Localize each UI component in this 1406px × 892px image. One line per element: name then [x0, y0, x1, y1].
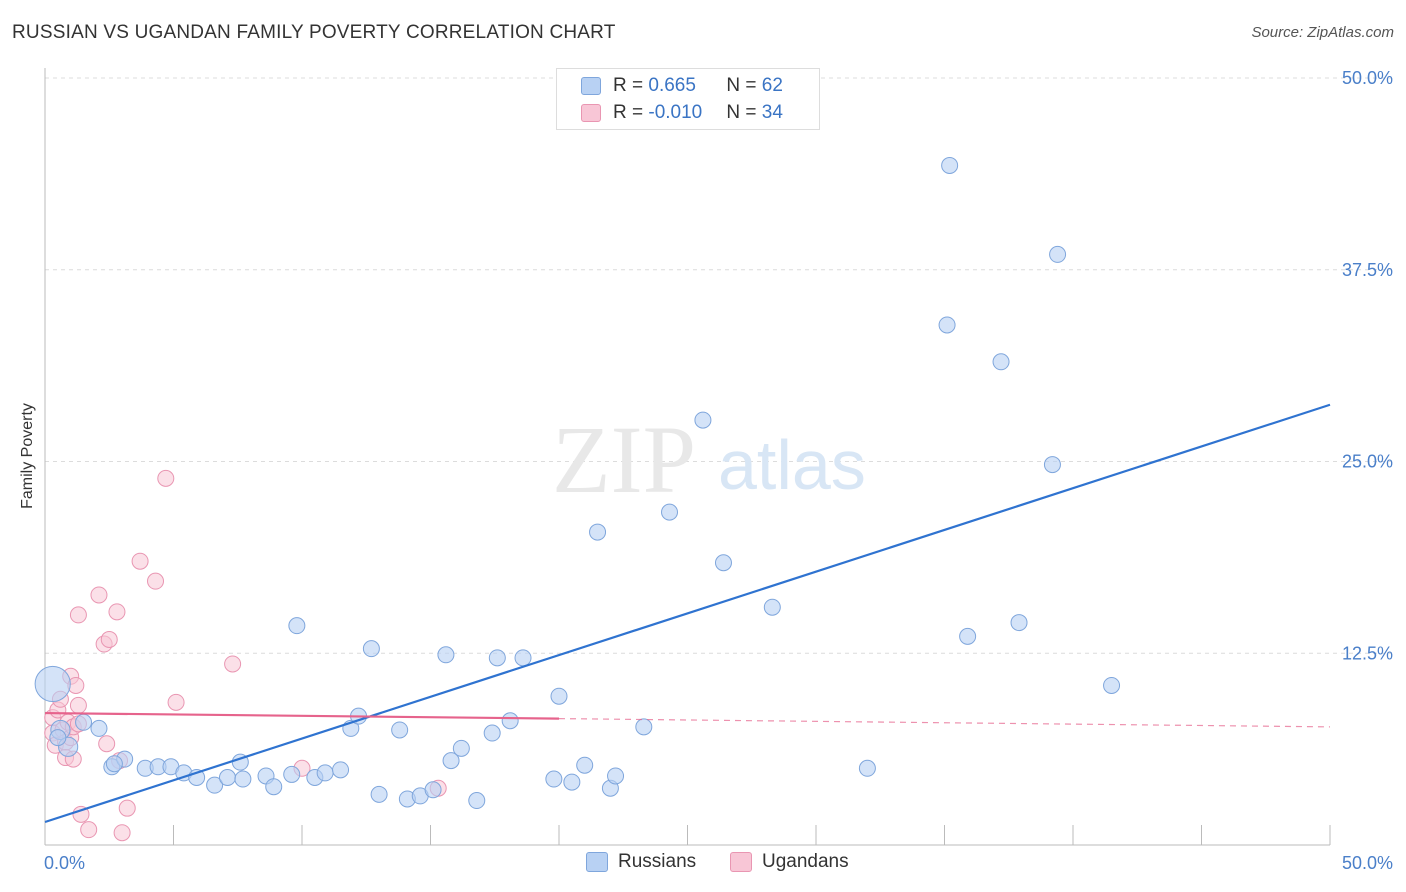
russians-point [607, 767, 625, 785]
russians-point [589, 523, 607, 541]
y-tick-label: 12.5% [1342, 643, 1393, 663]
tick-labels: 12.5% 25.0% 37.5% 50.0% 0.0% 50.0% [44, 68, 1393, 873]
russians-legend-label: Russians [618, 851, 697, 872]
legend-r-label: R = [613, 102, 649, 123]
russians-point [550, 687, 568, 705]
trend-lines [44, 403, 1331, 824]
russians-point [545, 770, 563, 788]
russians-point [34, 665, 71, 703]
russians-point [437, 646, 455, 664]
ugandans-point [80, 821, 98, 839]
russians-point [488, 649, 506, 667]
russians-trend-line [44, 403, 1331, 824]
russians-point [362, 640, 380, 658]
russians-point [938, 316, 956, 334]
ugandans-point [224, 655, 242, 673]
russians-point [1010, 614, 1028, 632]
russians-point [468, 792, 486, 810]
russians-point [1103, 676, 1121, 694]
russians-point [563, 773, 581, 791]
russians-point [75, 713, 93, 731]
watermark-atlas: atlas [718, 426, 866, 504]
russians-point [858, 759, 876, 777]
legend-r-value: -0.010 [648, 102, 703, 123]
russians-point [234, 770, 252, 788]
ugandans-point [118, 799, 136, 817]
russians-point [714, 554, 732, 572]
russians-swatch [581, 77, 601, 95]
ugandans-point [157, 469, 175, 487]
russians-point [90, 719, 108, 737]
russians-point [105, 755, 123, 773]
watermark: ZIP atlas [552, 406, 866, 513]
x-tick-label: 50.0% [1342, 853, 1393, 873]
x-tick-label: 0.0% [44, 853, 85, 873]
watermark-zip: ZIP [552, 406, 696, 513]
legend-r-label: R = [613, 75, 649, 96]
source-label: Source: ZipAtlas.com [1251, 24, 1394, 41]
russians-point [694, 411, 712, 429]
russians-point [501, 712, 519, 730]
ugandans-trend-line [44, 711, 560, 720]
ugandans-point [98, 735, 116, 753]
russians-point [265, 778, 283, 796]
chart-title: RUSSIAN VS UGANDAN FAMILY POVERTY CORREL… [12, 22, 616, 43]
ugandans-point [90, 586, 108, 604]
russians-point [452, 739, 470, 757]
ugandans-point [131, 552, 149, 570]
y-tick-label: 37.5% [1342, 260, 1393, 280]
russians-point [316, 764, 334, 782]
legend-row-russians: R = 0.665 N = 62 [581, 75, 783, 99]
russians-point [661, 503, 679, 521]
y-tick-label: 50.0% [1342, 68, 1393, 88]
ugandans-point [72, 805, 90, 823]
legend-r-value: 0.665 [648, 75, 696, 96]
grid [45, 77, 1392, 654]
legend-row-ugandans: R = -0.010 N = 34 [581, 102, 783, 126]
russians-point [992, 353, 1010, 371]
legend-item-ugandans[interactable]: Ugandans [730, 851, 849, 873]
russians-point [635, 718, 653, 736]
ugandans-legend-label: Ugandans [762, 851, 849, 872]
russians-point [391, 721, 409, 739]
ugandans-point [69, 696, 87, 714]
ugandans-point [167, 693, 185, 711]
russians-point [283, 765, 301, 783]
legend-n-value: 62 [761, 75, 783, 96]
ugandans-swatch [581, 104, 601, 122]
legend-item-russians[interactable]: Russians [586, 851, 696, 873]
russians-point [483, 724, 501, 742]
ugandans-point [113, 824, 131, 842]
russians-legend-swatch [586, 852, 608, 872]
ugandans-point [108, 603, 126, 621]
legend-n-label: N = [726, 102, 762, 123]
legend-n-value: 34 [761, 102, 783, 123]
russians-point [514, 649, 532, 667]
russians-point [576, 756, 594, 774]
russians-point [206, 776, 224, 794]
ugandans-point [147, 572, 165, 590]
russians-point [424, 781, 442, 799]
y-tick-label: 25.0% [1342, 452, 1393, 472]
russians-point [49, 729, 67, 747]
russians-point [288, 617, 306, 635]
y-axis-label: Family Poverty [19, 403, 36, 509]
ugandans-legend-swatch [730, 852, 752, 872]
ugandans-trend-extension [558, 717, 1331, 728]
legend-n-label: N = [726, 75, 762, 96]
russians-point [370, 785, 388, 803]
russians-point [763, 598, 781, 616]
russians-point [959, 627, 977, 645]
russians-point [332, 761, 350, 779]
russians-point [218, 769, 236, 787]
russians-point [1049, 245, 1067, 263]
stats-legend: R = 0.665 N = 62 R = -0.010 N = 34 [556, 68, 820, 130]
ugandans-point [100, 630, 118, 648]
russians-point [442, 752, 460, 770]
russians-point [941, 156, 959, 174]
ugandans-point [69, 606, 87, 624]
russians-point [1043, 456, 1061, 474]
